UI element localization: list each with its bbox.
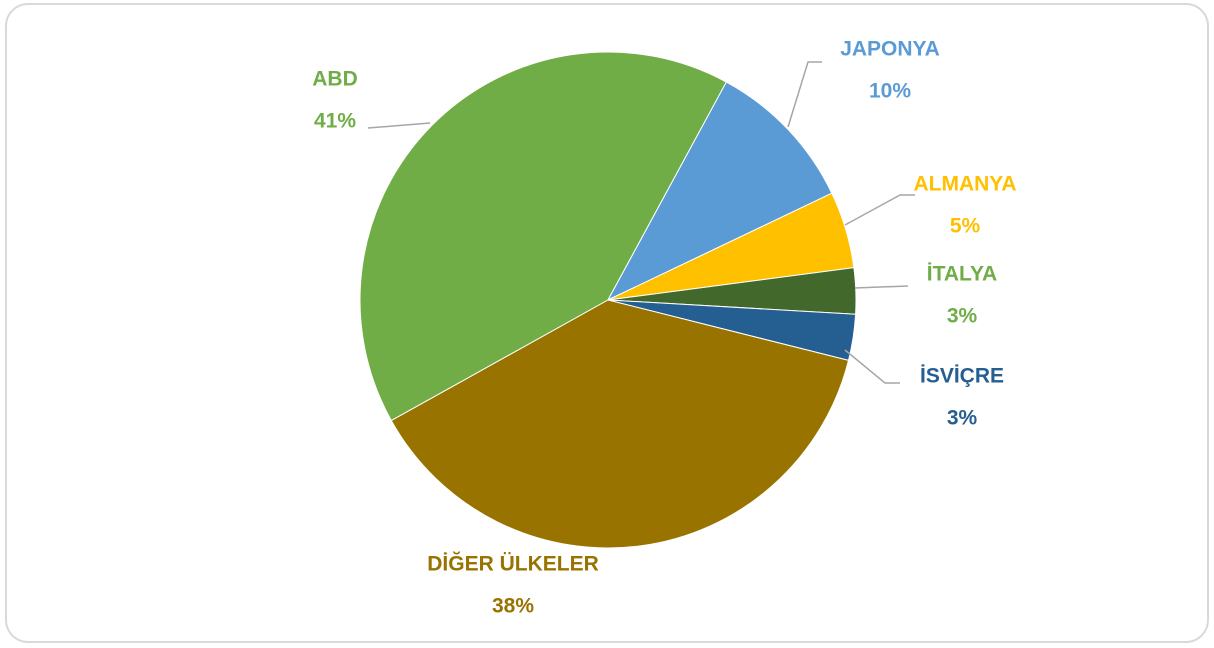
slice-label: İSVİÇRE	[920, 365, 1004, 388]
slice-label: JAPONYA	[840, 38, 940, 61]
slice-value-label: 38%	[492, 595, 534, 618]
leader-line	[787, 61, 822, 128]
slice-label: DİĞER ÜLKELER	[427, 552, 599, 576]
slice-label: İTALYA	[927, 263, 997, 286]
leader-line	[367, 122, 431, 129]
leader-line	[844, 349, 900, 384]
slice-label: ABD	[312, 68, 358, 91]
slice-value-label: 3%	[947, 305, 978, 328]
slice-label: ALMANYA	[913, 173, 1016, 196]
slice-value-label: 10%	[869, 80, 911, 103]
slice-value-label: 3%	[947, 407, 978, 430]
pie-slice	[359, 51, 728, 422]
slice-value-label: 41%	[314, 110, 356, 133]
leader-line	[854, 285, 909, 289]
pie-slice	[606, 81, 833, 302]
pie-slice	[390, 299, 850, 549]
leader-line	[844, 194, 915, 226]
slice-value-label: 5%	[950, 215, 981, 238]
